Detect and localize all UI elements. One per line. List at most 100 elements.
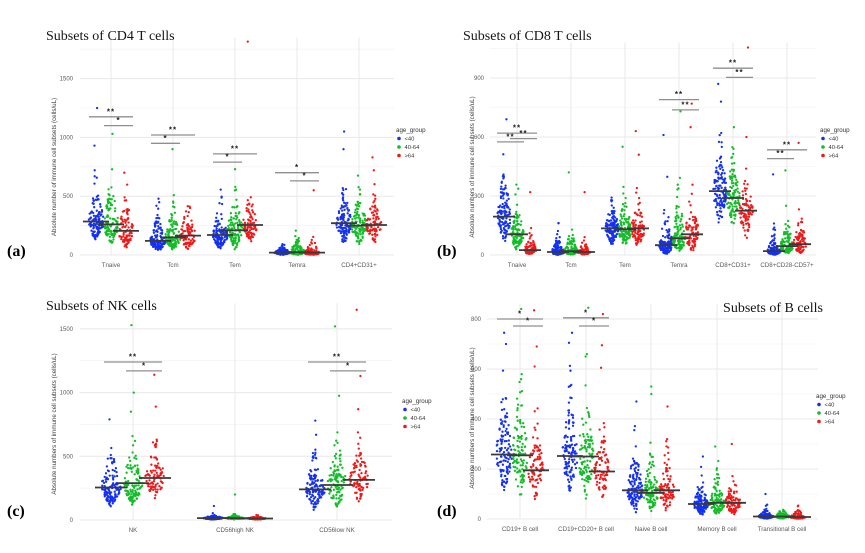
- data-point: [780, 240, 783, 243]
- data-point: [727, 206, 730, 209]
- significance-label: **: [776, 149, 784, 158]
- data-point: [625, 220, 628, 223]
- data-point: [637, 235, 640, 238]
- data-point: [732, 152, 735, 156]
- data-point: [154, 221, 158, 225]
- data-point: [515, 240, 519, 243]
- data-point: [668, 233, 671, 236]
- data-point: [682, 242, 685, 246]
- data-point: [279, 248, 283, 252]
- legend-item-label: 40-64: [405, 145, 421, 151]
- data-point: [96, 214, 99, 217]
- outlier-point: [171, 148, 174, 151]
- data-point: [612, 230, 616, 234]
- data-point: [355, 216, 358, 219]
- data-point: [506, 223, 510, 226]
- gridlines: [80, 303, 392, 521]
- data-point: [783, 237, 787, 240]
- outlier-point: [505, 118, 508, 121]
- x-category-label: Memory B cell: [697, 526, 736, 533]
- data-point: [799, 246, 803, 249]
- data-point: [372, 217, 375, 220]
- data-point: [376, 225, 380, 229]
- data-point: [247, 210, 250, 213]
- data-point: [242, 218, 245, 221]
- data-point: [112, 194, 115, 198]
- data-point: [744, 217, 748, 220]
- data-point: [630, 221, 634, 224]
- data-point: [364, 470, 368, 473]
- data-point: [771, 239, 775, 242]
- data-point: [135, 478, 139, 481]
- data-point: [713, 192, 717, 195]
- data-point: [677, 239, 680, 242]
- data-point: [96, 233, 100, 236]
- data-point: [720, 201, 724, 205]
- data-point: [152, 469, 155, 472]
- data-point: [358, 219, 362, 222]
- data-point: [352, 230, 355, 234]
- data-point: [515, 210, 518, 214]
- data-point: [505, 449, 509, 452]
- data-point: [795, 230, 798, 234]
- data-point: [516, 403, 520, 406]
- data-point: [125, 465, 128, 468]
- data-point: [785, 247, 788, 250]
- data-point: [110, 198, 113, 201]
- outlier-point: [357, 408, 360, 411]
- data-point: [90, 229, 93, 232]
- data-point: [131, 501, 134, 504]
- data-point: [215, 240, 218, 244]
- data-point: [604, 224, 607, 228]
- data-point: [108, 489, 111, 493]
- data-point: [215, 227, 218, 230]
- data-point: [297, 238, 300, 241]
- data-point: [673, 234, 676, 237]
- data-point: [496, 443, 499, 446]
- data-point: [212, 232, 215, 235]
- data-point: [172, 194, 175, 197]
- data-point: [341, 213, 344, 217]
- data-point: [606, 235, 610, 238]
- data-point: [316, 498, 320, 501]
- data-point: [717, 196, 721, 199]
- data-point: [503, 212, 506, 215]
- outlier-point: [342, 148, 345, 151]
- data-point: [570, 251, 574, 254]
- data-point: [186, 205, 189, 208]
- data-point: [127, 497, 131, 500]
- significance-annotation: **: [672, 100, 699, 111]
- data-point: [614, 225, 618, 228]
- data-point: [675, 195, 679, 199]
- data-point: [354, 208, 357, 212]
- data-point: [689, 204, 692, 207]
- data-point: [627, 229, 631, 233]
- data-point: [174, 245, 178, 248]
- data-point: [714, 206, 718, 209]
- data-point: [172, 201, 175, 205]
- data-point: [718, 165, 721, 168]
- outlier-point: [111, 132, 114, 136]
- data-point: [216, 223, 220, 226]
- data-point: [720, 131, 723, 135]
- data-point: [169, 227, 172, 231]
- data-point: [716, 214, 720, 217]
- data-point: [721, 166, 724, 169]
- outlier-point: [784, 169, 787, 172]
- data-point: [374, 210, 377, 213]
- data-point: [508, 434, 512, 438]
- x-category-label: CD19+ B cell: [502, 526, 538, 533]
- data-point: [508, 470, 511, 473]
- data-point: [718, 193, 721, 197]
- data-point: [516, 461, 519, 465]
- legend-item-label: <40: [405, 137, 415, 143]
- data-point: [215, 220, 218, 223]
- data-point: [173, 206, 176, 209]
- data-point: [685, 225, 688, 228]
- data-point: [359, 494, 362, 498]
- data-point: [789, 232, 792, 235]
- data-point: [137, 484, 140, 487]
- data-point: [249, 222, 252, 225]
- data-point: [510, 457, 513, 460]
